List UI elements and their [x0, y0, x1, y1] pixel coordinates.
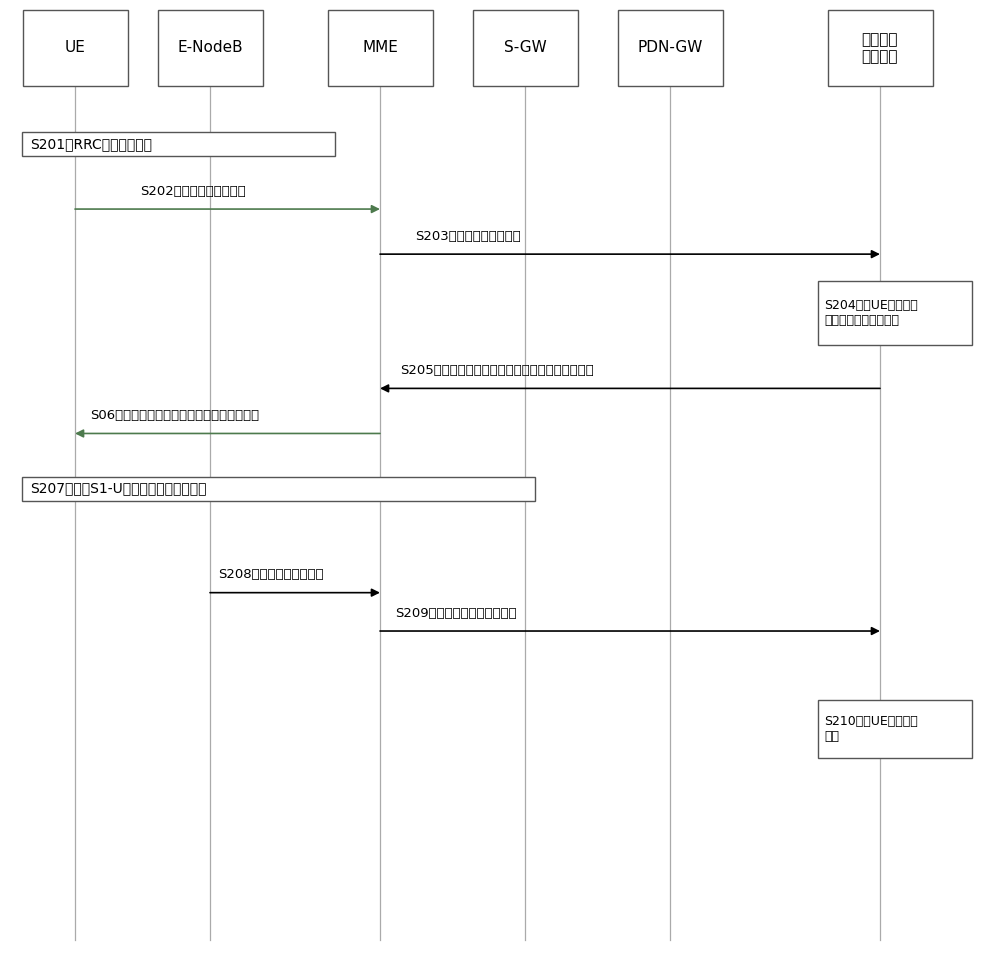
- FancyBboxPatch shape: [828, 10, 932, 86]
- Text: S06）创建集群业务响应和创建集群承载请求: S06）创建集群业务响应和创建集群承载请求: [90, 409, 259, 422]
- Text: S-GW: S-GW: [504, 40, 546, 56]
- Text: S201）RRC连接建立过程: S201）RRC连接建立过程: [30, 137, 152, 152]
- FancyBboxPatch shape: [158, 10, 262, 86]
- Text: S202）集群呼叫建立请求: S202）集群呼叫建立请求: [140, 184, 246, 198]
- FancyBboxPatch shape: [818, 281, 972, 345]
- Text: S210）对UE业务建立
确认: S210）对UE业务建立 确认: [824, 714, 918, 743]
- FancyBboxPatch shape: [22, 132, 335, 156]
- Text: S208）集群业务建立响应: S208）集群业务建立响应: [218, 568, 324, 581]
- Text: S205）创建集群业务呼叫响应和创建集群承载请求: S205）创建集群业务呼叫响应和创建集群承载请求: [400, 363, 594, 377]
- Text: PDN-GW: PDN-GW: [637, 40, 703, 56]
- FancyBboxPatch shape: [22, 10, 128, 86]
- FancyBboxPatch shape: [818, 700, 972, 758]
- Text: E-NodeB: E-NodeB: [177, 40, 243, 56]
- Text: S207）建立S1-U传输承载以及无线承载: S207）建立S1-U传输承载以及无线承载: [30, 481, 207, 496]
- FancyBboxPatch shape: [473, 10, 578, 86]
- FancyBboxPatch shape: [618, 10, 722, 86]
- Text: MME: MME: [362, 40, 398, 56]
- Text: S203）集群呼叫建立请求: S203）集群呼叫建立请求: [415, 229, 521, 243]
- FancyBboxPatch shape: [328, 10, 432, 86]
- Text: S209）集群业务会话建立响应: S209）集群业务会话建立响应: [395, 606, 517, 620]
- Text: S204）对UE认证和注
册，并请求组用户信息: S204）对UE认证和注 册，并请求组用户信息: [824, 299, 918, 327]
- Text: 集群调度
管理中心: 集群调度 管理中心: [862, 32, 898, 64]
- Text: UE: UE: [65, 40, 85, 56]
- FancyBboxPatch shape: [22, 477, 535, 501]
